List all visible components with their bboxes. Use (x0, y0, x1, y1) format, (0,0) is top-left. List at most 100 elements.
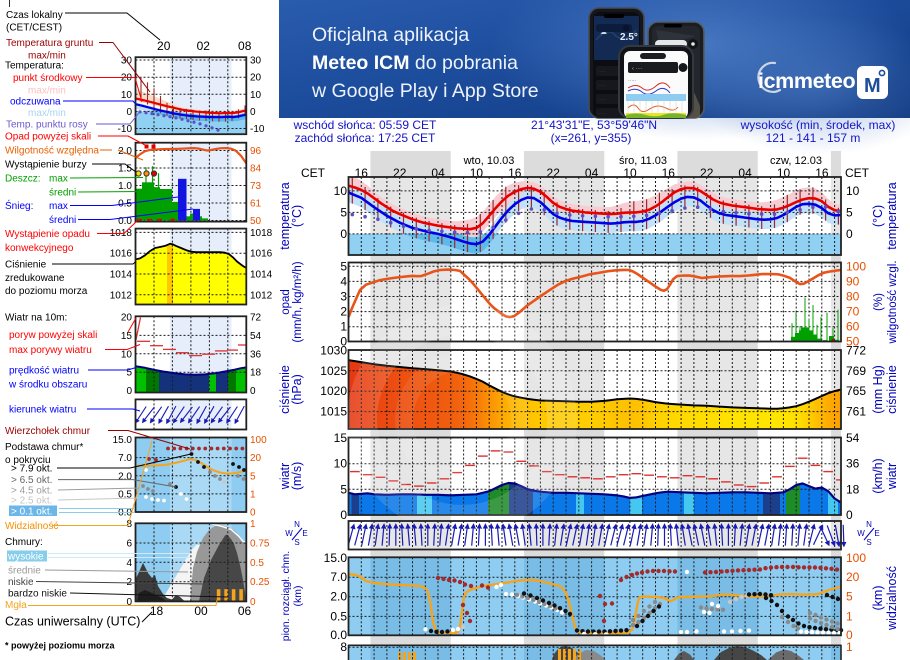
svg-text:1012: 1012 (110, 290, 133, 301)
svg-text:0: 0 (340, 508, 347, 522)
svg-text:(°C): (°C) (871, 205, 885, 227)
svg-text:7.0: 7.0 (118, 453, 132, 464)
svg-text:54: 54 (250, 331, 262, 342)
svg-text:* powyżej poziomu morza: * powyżej poziomu morza (5, 641, 116, 651)
svg-text:E: E (874, 529, 879, 538)
svg-text:10: 10 (846, 184, 860, 198)
svg-text:0.5: 0.5 (250, 558, 264, 569)
svg-text:(km): (km) (292, 586, 304, 607)
svg-text:0: 0 (250, 107, 256, 118)
svg-text:średnie: średnie (8, 566, 41, 577)
svg-text:Czas lokalny: Czas lokalny (6, 10, 63, 21)
svg-text:(%): (%) (873, 293, 885, 311)
svg-text:1012: 1012 (250, 290, 273, 301)
svg-text:72: 72 (250, 313, 262, 324)
svg-text:121 - 141 - 157 m: 121 - 141 - 157 m (766, 131, 861, 145)
svg-text:0: 0 (126, 107, 132, 118)
svg-text:21°43'31"E, 53°59'46"N: 21°43'31"E, 53°59'46"N (531, 118, 657, 132)
svg-text:W: W (285, 529, 293, 538)
svg-text:····: ···· (598, 83, 606, 89)
svg-text:1: 1 (846, 609, 853, 623)
svg-text:N: N (294, 520, 300, 529)
svg-text:temperatura: temperatura (885, 182, 899, 249)
svg-text:do poziomu morza: do poziomu morza (5, 286, 88, 297)
svg-text:Śnieg:: Śnieg: (5, 199, 33, 212)
svg-text:średni: średni (49, 188, 76, 199)
svg-text:śro, 11.03: śro, 11.03 (619, 155, 667, 167)
svg-text:8: 8 (126, 519, 132, 530)
svg-text:0: 0 (126, 597, 132, 608)
svg-text:15.0: 15.0 (324, 551, 348, 565)
svg-text:1020: 1020 (320, 384, 347, 398)
svg-text:02: 02 (197, 39, 211, 53)
svg-text:1: 1 (340, 320, 347, 334)
svg-text:max porywy wiatru: max porywy wiatru (9, 345, 92, 356)
svg-text:prędkość wiatru: prędkość wiatru (9, 366, 79, 377)
svg-text:0.25: 0.25 (250, 577, 270, 588)
svg-text:max: max (49, 201, 68, 212)
svg-text:max/min: max/min (28, 51, 66, 62)
svg-text:20: 20 (250, 73, 262, 84)
svg-text:18: 18 (250, 368, 262, 379)
svg-text:1014: 1014 (250, 270, 273, 281)
svg-text:4: 4 (126, 558, 132, 569)
svg-text:15: 15 (334, 431, 348, 445)
svg-text:5: 5 (340, 482, 347, 496)
svg-text:wiatr: wiatr (278, 463, 292, 490)
svg-text:10: 10 (334, 184, 348, 198)
svg-text:Deszcz:: Deszcz: (5, 174, 41, 185)
svg-text:2.0: 2.0 (118, 471, 132, 482)
svg-text:761: 761 (846, 405, 866, 419)
svg-text:średni: średni (49, 215, 76, 226)
svg-text:2.0: 2.0 (118, 146, 132, 157)
svg-text:10: 10 (334, 457, 348, 471)
svg-text:50: 50 (846, 334, 860, 348)
svg-text:Temp. punktu rosy: Temp. punktu rosy (6, 120, 88, 131)
svg-text:96: 96 (250, 146, 262, 157)
svg-text:ciśnienie: ciśnienie (885, 365, 899, 414)
svg-text:(°C): (°C) (290, 205, 304, 227)
svg-text:0: 0 (250, 386, 256, 397)
svg-text:5: 5 (340, 205, 347, 219)
svg-text:15: 15 (121, 331, 133, 342)
svg-text:> 0.1 okt.: > 0.1 okt. (11, 507, 52, 518)
svg-text:punkt środkowy: punkt środkowy (13, 73, 82, 84)
svg-text:0: 0 (126, 386, 132, 397)
svg-text:odczuwana: odczuwana (10, 97, 61, 108)
svg-text:100: 100 (846, 551, 866, 565)
svg-text:N: N (866, 520, 872, 529)
svg-text:····: ···· (598, 111, 606, 117)
svg-text:0: 0 (250, 508, 256, 519)
svg-text:1018: 1018 (250, 228, 273, 239)
svg-text:zredukowane: zredukowane (5, 273, 65, 284)
svg-text:max/min: max/min (28, 108, 66, 119)
svg-text:czw, 12.03: czw, 12.03 (770, 155, 822, 167)
svg-text:1: 1 (846, 640, 853, 654)
svg-text:> 6.5 okt.: > 6.5 okt. (11, 475, 52, 486)
svg-text:2.5°: 2.5° (620, 32, 638, 43)
svg-text:0: 0 (846, 227, 853, 241)
svg-text:1.0: 1.0 (118, 181, 132, 192)
svg-text:(mm/h, kg/m²/h): (mm/h, kg/m²/h) (292, 261, 304, 342)
svg-text:20: 20 (250, 453, 262, 464)
svg-text:20: 20 (846, 570, 860, 584)
svg-text:0.5: 0.5 (118, 489, 132, 500)
svg-text:Czas uniwersalny (UTC): Czas uniwersalny (UTC) (5, 615, 140, 629)
svg-text:Temperatura:: Temperatura: (5, 61, 64, 72)
svg-text:100: 100 (846, 259, 866, 273)
svg-text:1: 1 (250, 489, 256, 500)
svg-text:E: E (302, 529, 307, 538)
svg-text:0: 0 (846, 628, 853, 642)
svg-text:10: 10 (250, 90, 262, 101)
svg-text:poryw powyżej skali: poryw powyżej skali (9, 330, 97, 341)
svg-text:5: 5 (846, 590, 853, 604)
svg-text:10: 10 (121, 349, 133, 360)
svg-text:70: 70 (846, 305, 860, 319)
svg-text:1: 1 (250, 519, 256, 530)
svg-text:wto, 10.03: wto, 10.03 (463, 155, 515, 167)
svg-text:‹ ····: ‹ ···· (632, 66, 643, 72)
svg-text:0.0: 0.0 (118, 216, 132, 227)
svg-text:Mgła: Mgła (5, 600, 27, 611)
svg-text:0.5: 0.5 (330, 609, 347, 623)
svg-text:-10: -10 (250, 124, 265, 135)
